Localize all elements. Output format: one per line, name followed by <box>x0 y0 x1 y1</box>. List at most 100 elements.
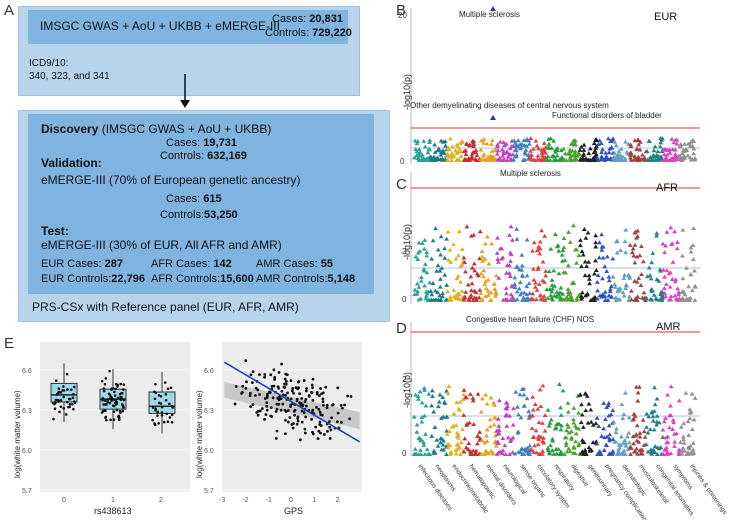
manhattan-point <box>672 431 677 436</box>
box-point <box>62 407 66 410</box>
manhattan-point <box>419 415 425 420</box>
manhattan-point <box>632 278 638 283</box>
manhattan-point <box>591 271 597 276</box>
manhattan-point <box>634 423 640 428</box>
manhattan-point <box>453 422 459 427</box>
manhattan-point <box>536 420 542 425</box>
manhattan-point <box>551 138 556 143</box>
manhattan-point <box>610 450 616 455</box>
manhattan-point <box>470 448 476 453</box>
manhattan-point <box>448 259 454 264</box>
manhattan-point <box>491 400 496 405</box>
scatter-xtick: -3 <box>219 497 225 504</box>
scatter-point <box>303 427 307 431</box>
manhattan-point <box>444 451 449 456</box>
manhattan-point <box>593 240 599 245</box>
manhattan-point <box>458 279 463 284</box>
manhattan-point <box>583 408 589 413</box>
manhattan-point <box>649 157 655 162</box>
manhattan-point <box>432 142 438 147</box>
manhattan-point <box>563 440 569 445</box>
manhattan-point <box>502 443 508 448</box>
manhattan-point <box>593 233 599 238</box>
panel-e-letter: E <box>4 335 15 352</box>
scatter-point <box>316 437 320 440</box>
afr-controls: AFR Controls:15,600 <box>151 273 254 285</box>
box-point <box>116 383 119 387</box>
manhattan-point <box>629 288 634 293</box>
manhattan-point <box>473 157 479 162</box>
manhattan-point <box>595 288 600 293</box>
scatter-point <box>276 385 280 389</box>
box-point <box>108 401 112 405</box>
manhattan-point <box>579 264 584 269</box>
manhattan-point <box>597 293 603 298</box>
manhattan-point <box>501 140 507 145</box>
manhattan-point <box>664 229 670 234</box>
manhattan-point <box>611 157 617 162</box>
manhattan-point <box>564 295 569 300</box>
manhattan-point <box>614 238 620 243</box>
manhattan-point <box>445 146 451 151</box>
scatter-point <box>336 411 340 415</box>
manhattan-point <box>624 283 630 288</box>
manhattan-point <box>542 155 548 160</box>
manhattan-point <box>654 396 660 401</box>
manhattan-point <box>463 148 469 153</box>
manhattan-point <box>424 270 430 275</box>
manhattan-point <box>519 297 525 302</box>
manhattan-point <box>422 413 427 418</box>
manhattan-point <box>495 256 501 261</box>
manhattan-point <box>437 293 443 298</box>
manhattan-point <box>423 403 429 408</box>
manhattan-point <box>492 148 498 153</box>
manhattan-point <box>683 390 689 395</box>
manhattan-point <box>469 156 475 161</box>
manhattan-point <box>680 156 686 161</box>
box-point <box>122 388 125 391</box>
manhattan-point <box>593 258 598 263</box>
prs-csx-footer: PRS-CSx with Reference panel (EUR, AFR, … <box>32 300 299 314</box>
box-point <box>169 386 173 390</box>
manhattan-point <box>602 264 608 269</box>
manhattan-point <box>627 294 632 299</box>
scatter-point <box>321 404 325 407</box>
manhattan-point <box>507 413 513 418</box>
manhattan-point <box>680 445 686 450</box>
manhattan-point <box>587 281 592 286</box>
box-point <box>166 420 170 424</box>
manhattan-point <box>496 430 502 435</box>
manhattan-point <box>480 254 485 259</box>
eur-bladder-marker <box>593 137 599 142</box>
scatter-point <box>327 420 331 424</box>
manhattan-point <box>457 297 462 302</box>
manhattan-point <box>557 290 562 295</box>
manhattan-point <box>644 274 650 279</box>
manhattan-point <box>432 425 438 430</box>
manhattan-point <box>567 239 573 244</box>
manhattan-point <box>604 443 610 448</box>
manhattan-point <box>554 145 560 150</box>
manhattan-point <box>440 148 446 153</box>
box-point <box>67 397 71 401</box>
manhattan-point <box>606 400 612 405</box>
manhattan-point <box>606 413 612 418</box>
manhattan-point <box>519 446 524 451</box>
manhattan-point <box>677 142 683 147</box>
manhattan-point <box>599 232 604 237</box>
manhattan-point <box>489 142 494 147</box>
manhattan-point <box>459 262 465 267</box>
manhattan-point <box>417 248 423 253</box>
scatter-point <box>269 373 273 377</box>
manhattan-point <box>419 437 424 442</box>
box-point <box>105 418 108 422</box>
scatter-point <box>272 368 276 372</box>
manhattan-point <box>512 451 518 456</box>
scatter-point <box>273 378 277 381</box>
manhattan-point <box>599 150 604 155</box>
manhattan-point <box>672 157 678 162</box>
manhattan-point <box>558 405 563 410</box>
manhattan-point <box>572 157 577 162</box>
manhattan-point <box>462 436 468 441</box>
manhattan-point <box>623 227 629 232</box>
